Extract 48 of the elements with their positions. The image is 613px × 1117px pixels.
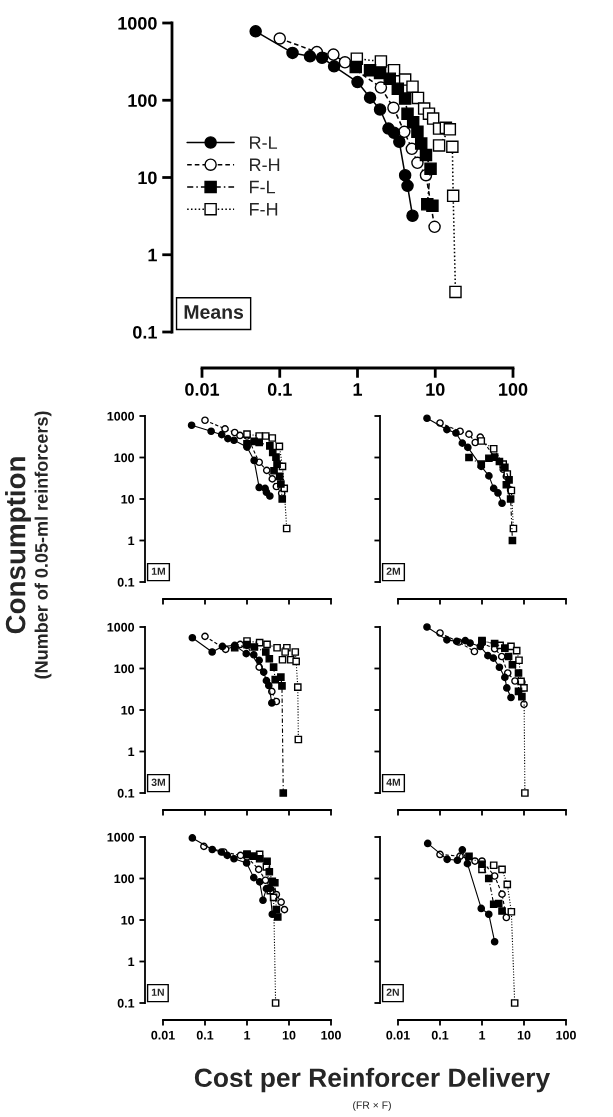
y-tick-label: 1 (128, 536, 135, 546)
y-tick-label: 0.1 (133, 325, 157, 339)
y-tick-label: 1000 (107, 622, 135, 632)
y-tick-label: 100 (128, 94, 157, 107)
x-tick-label: 0.1 (431, 1030, 449, 1040)
y-tick-label: 10 (138, 171, 157, 185)
x-tick-label: 100 (321, 1030, 341, 1040)
annotation: 1M (151, 567, 166, 575)
x-tick-label: 10 (517, 1030, 531, 1040)
x-tick-label: 0.01 (185, 383, 220, 396)
y-tick-label: 0.1 (117, 577, 135, 587)
x-tick-label: 1 (479, 1030, 486, 1040)
x-tick-label: 0.1 (196, 1030, 214, 1040)
x-tick-label: 0.01 (386, 1030, 410, 1040)
y-tick-label: 10 (121, 705, 135, 715)
y-tick-label: 0.1 (117, 788, 135, 798)
legend-label: F-H (250, 203, 278, 216)
y-tick-label: 1000 (118, 16, 157, 30)
y-tick-label: 10 (121, 494, 135, 504)
x-tick-label: 1 (353, 383, 363, 396)
annotation: 2M (386, 567, 401, 575)
y-tick-label: 1 (128, 747, 135, 757)
x-tick-label: 0.01 (151, 1030, 175, 1040)
y-tick-label: 10 (121, 915, 135, 925)
x-tick-label: 10 (282, 1030, 296, 1040)
annotation: 2N (386, 988, 399, 996)
legend-label: R-H (250, 158, 280, 172)
x-tick-label: 0.1 (267, 383, 292, 396)
y-tick-label: 100 (114, 453, 135, 463)
x-tick-label: 100 (556, 1030, 576, 1040)
annotation: Means (184, 305, 244, 319)
x-axis-title: Cost per Reinforcer Delivery (FR × F) (194, 1067, 551, 1111)
y-axis-title: Consumption (Number of 0.05-ml reinforcers) (5, 411, 52, 679)
y-tick-label: 0.1 (117, 998, 135, 1008)
y-tick-label: 1000 (107, 832, 135, 842)
y-tick-label: 1000 (107, 411, 135, 421)
y-tick-label: 1 (128, 957, 135, 967)
annotation: 4M (386, 778, 401, 786)
y-tick-label: 100 (114, 664, 135, 674)
y-tick-label: 1 (148, 248, 157, 262)
legend-label: R-L (250, 136, 278, 149)
y-tick-label: 100 (114, 874, 135, 884)
annotation: 3M (151, 778, 166, 786)
x-tick-label: 1 (244, 1030, 251, 1040)
annotation: 1N (151, 988, 164, 996)
x-tick-label: 10 (426, 383, 445, 396)
legend-label: F-L (250, 180, 276, 194)
x-tick-label: 100 (499, 383, 528, 396)
